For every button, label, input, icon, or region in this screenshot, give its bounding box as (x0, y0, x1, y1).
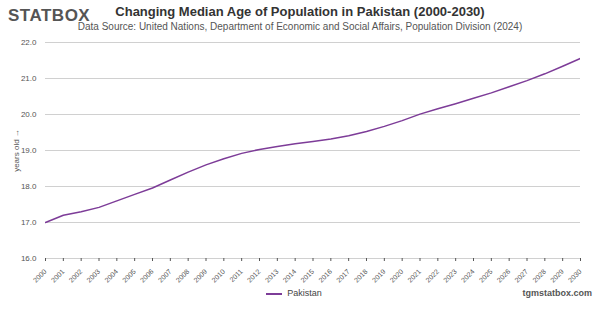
svg-text:2019: 2019 (371, 268, 387, 284)
svg-text:2027: 2027 (513, 268, 529, 284)
svg-text:2030: 2030 (567, 268, 583, 284)
svg-text:2023: 2023 (442, 268, 458, 284)
html-text:Data Source: United Nations, D: Data Source: United Nations, Department … (77, 21, 523, 32)
svg-text:2003: 2003 (85, 268, 101, 284)
svg-text:2006: 2006 (139, 268, 155, 284)
svg-text:2010: 2010 (210, 268, 226, 284)
svg-text:2014: 2014 (281, 268, 297, 284)
svg-text:2005: 2005 (121, 268, 137, 284)
svg-text:2000: 2000 (32, 268, 48, 284)
svg-text:2020: 2020 (388, 268, 404, 284)
html-text:Pakistan: Pakistan (287, 288, 322, 298)
svg-text:2008: 2008 (174, 268, 190, 284)
svg-text:2022: 2022 (424, 268, 440, 284)
svg-text:2025: 2025 (478, 268, 494, 284)
svg-text:16.0: 16.0 (21, 254, 37, 263)
svg-text:2028: 2028 (531, 268, 547, 284)
svg-text:years old →: years old → (12, 129, 21, 172)
svg-text:2016: 2016 (317, 268, 333, 284)
svg-text:2002: 2002 (67, 268, 83, 284)
svg-text:2001: 2001 (50, 268, 66, 284)
svg-text:2021: 2021 (406, 268, 422, 284)
svg-text:2012: 2012 (246, 268, 262, 284)
svg-text:2017: 2017 (335, 268, 351, 284)
svg-text:2013: 2013 (264, 268, 280, 284)
svg-text:2018: 2018 (353, 268, 369, 284)
html-text:tgmstatbox.com: tgmstatbox.com (522, 288, 592, 298)
svg-text:2004: 2004 (103, 268, 119, 284)
svg-text:2015: 2015 (299, 268, 315, 284)
svg-text:2024: 2024 (460, 268, 476, 284)
html-text:Changing Median Age of Populat: Changing Median Age of Population in Pak… (115, 4, 485, 19)
svg-text:2007: 2007 (157, 268, 173, 284)
svg-text:2011: 2011 (228, 268, 244, 284)
svg-text:2009: 2009 (192, 268, 208, 284)
svg-text:21.0: 21.0 (21, 74, 37, 83)
html-text:STATBOX: STATBOX (8, 6, 91, 25)
svg-text:2026: 2026 (495, 268, 511, 284)
svg-text:17.0: 17.0 (21, 218, 37, 227)
svg-text:18.0: 18.0 (21, 182, 37, 191)
svg-text:20.0: 20.0 (21, 110, 37, 119)
svg-text:2029: 2029 (549, 268, 565, 284)
svg-text:22.0: 22.0 (21, 38, 37, 47)
svg-text:19.0: 19.0 (21, 146, 37, 155)
